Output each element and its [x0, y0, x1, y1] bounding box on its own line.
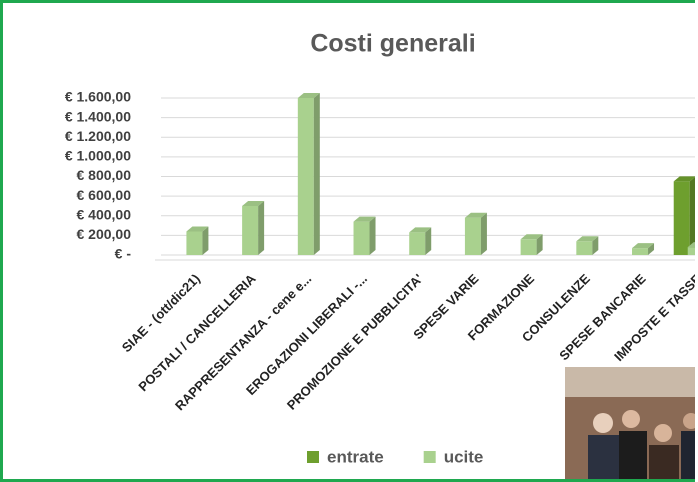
bar	[409, 227, 431, 255]
y-tick-label: € 1.200,00	[65, 128, 131, 144]
photo-figure	[588, 435, 622, 482]
legend-swatch	[424, 451, 436, 463]
chart-title: Costi generali	[310, 30, 475, 58]
chart: Costi generali € - € 200,00 € 400,00 € 600,…	[3, 3, 695, 482]
x-tick-label: POSTALI / CANCELLERIA	[135, 271, 259, 395]
bar	[521, 234, 543, 255]
y-tick-label: € 1.400,00	[65, 108, 131, 124]
photo-figure	[649, 445, 679, 482]
bar-front	[674, 181, 690, 255]
bar-side	[314, 93, 320, 255]
y-tick-label: € 600,00	[77, 187, 132, 203]
photo-figure	[681, 431, 695, 482]
bar	[576, 236, 598, 255]
bar	[465, 213, 487, 255]
bar	[632, 243, 654, 255]
bar-front	[465, 218, 481, 255]
y-tick-label: € 800,00	[77, 167, 132, 183]
legend-label: ucite	[444, 447, 484, 466]
y-tick-label: € -	[115, 246, 132, 262]
bar-side	[258, 201, 264, 255]
bar	[242, 201, 264, 255]
bar	[674, 176, 695, 255]
bar	[298, 93, 320, 255]
bar-side	[202, 226, 208, 255]
y-tick-label: € 400,00	[77, 206, 132, 222]
bar-front	[576, 241, 592, 255]
bar-front	[632, 248, 648, 255]
bar-front	[688, 247, 695, 255]
photo-wall	[565, 367, 695, 397]
photo	[565, 367, 695, 482]
legend-label: entrate	[327, 447, 384, 466]
bar-front	[186, 231, 202, 255]
bar-front	[242, 206, 258, 255]
bar-front	[298, 98, 314, 255]
bar	[354, 217, 376, 255]
legend-swatch	[307, 451, 319, 463]
bar-front	[409, 232, 425, 255]
bar-front	[354, 222, 370, 255]
slide-frame: Costi generali € - € 200,00 € 400,00 € 600,…	[0, 0, 695, 482]
y-tick-label: € 1.000,00	[65, 148, 131, 164]
bar-side	[370, 217, 376, 255]
photo-figure	[619, 431, 647, 482]
bar-side	[481, 213, 487, 255]
bar-front	[521, 239, 537, 255]
photo-face	[622, 410, 640, 428]
photo-face	[593, 413, 613, 433]
y-tick-label: € 200,00	[77, 226, 132, 242]
photo-face	[654, 424, 672, 442]
bar	[186, 226, 208, 255]
y-tick-label: € 1.600,00	[65, 89, 131, 105]
